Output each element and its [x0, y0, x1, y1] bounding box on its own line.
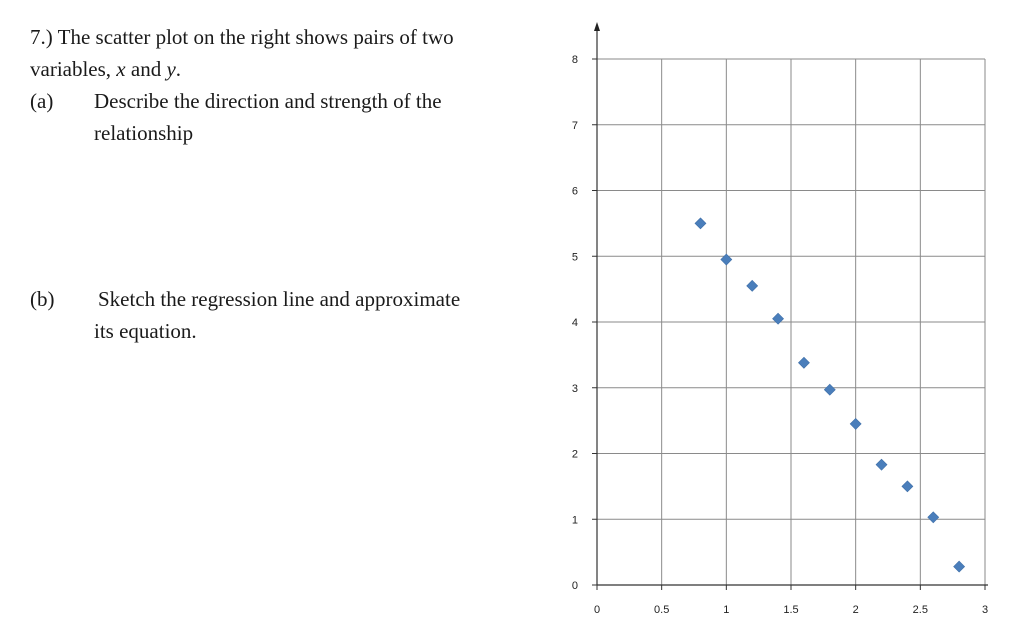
chart-ticks: 0 1 2 3 4 5 6 7 8 0 0.5 1 1.5 2 2.5 3 — [572, 54, 988, 616]
y-tick-label: 3 — [572, 383, 578, 395]
question-block: 7.) The scatter plot on the right shows … — [30, 21, 550, 343]
question-intro-text: The scatter plot on the right shows pair… — [57, 25, 454, 49]
data-point — [901, 480, 914, 493]
question-intro-text-2: variables, — [30, 57, 112, 81]
part-b-label: (b) — [30, 287, 55, 311]
variable-x: x — [116, 57, 126, 81]
y-tick-label: 1 — [572, 514, 578, 526]
data-point — [720, 253, 733, 266]
y-tick-label: 4 — [572, 317, 578, 329]
part-b-line1: Sketch the regression line and approxima… — [98, 287, 461, 311]
data-point — [849, 417, 862, 430]
and-word: and — [130, 57, 162, 81]
data-point — [694, 217, 707, 230]
x-tick-label: 3 — [982, 604, 988, 616]
x-tick-label: 1.5 — [783, 604, 798, 616]
question-intro-line2: variables, x and y. — [30, 53, 550, 85]
x-tick-label: 0 — [594, 604, 600, 616]
y-tick-label: 8 — [572, 54, 578, 66]
data-point — [772, 312, 784, 325]
data-point — [823, 383, 836, 396]
y-tick-label: 5 — [572, 251, 578, 263]
y-tick-label: 7 — [572, 120, 578, 132]
question-number: 7.) — [30, 25, 53, 49]
part-a-label: (a) — [30, 89, 54, 113]
question-intro-line1: 7.) The scatter plot on the right shows … — [30, 21, 550, 53]
variable-y: y — [166, 57, 176, 81]
y-tick-label: 0 — [572, 580, 578, 592]
part-a: (a) Describe the direction and strength … — [30, 85, 550, 149]
y-tick-label: 6 — [572, 186, 578, 198]
y-tick-label: 2 — [572, 449, 578, 461]
chart-grid — [597, 58, 986, 585]
part-b-line2: its equation. — [94, 319, 197, 343]
data-point — [927, 511, 940, 524]
scatter-chart: 0 1 2 3 4 5 6 7 8 0 0.5 1 1.5 2 2.5 3 — [572, 22, 988, 616]
chart-points — [694, 217, 966, 573]
x-tick-label: 2 — [853, 604, 859, 616]
part-a-line1: Describe the direction and strength of t… — [94, 89, 442, 113]
y-axis-arrow — [594, 22, 600, 31]
part-a-line2: relationship — [94, 121, 194, 145]
x-tick-label: 2.5 — [913, 604, 928, 616]
data-point — [798, 356, 810, 369]
data-point — [875, 458, 888, 471]
data-point — [746, 279, 759, 292]
data-point — [953, 560, 966, 573]
intro-period: . — [175, 57, 182, 81]
part-b: (b) Sketch the regression line and appro… — [30, 283, 550, 347]
x-tick-label: 0.5 — [654, 604, 669, 616]
x-tick-label: 1 — [723, 604, 729, 616]
